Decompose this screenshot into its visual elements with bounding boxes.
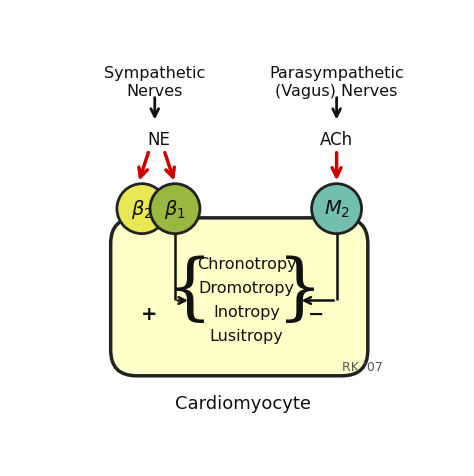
Circle shape (117, 184, 167, 234)
Text: $\beta_2$: $\beta_2$ (131, 198, 153, 221)
Text: +: + (141, 304, 157, 323)
FancyBboxPatch shape (110, 218, 368, 376)
Text: −: − (308, 304, 325, 323)
Circle shape (150, 184, 200, 234)
Text: Lusitropy: Lusitropy (210, 328, 283, 343)
Text: Cardiomyocyte: Cardiomyocyte (175, 395, 311, 413)
Text: $M_2$: $M_2$ (324, 198, 350, 220)
Text: Inotropy: Inotropy (213, 304, 280, 319)
Text: Parasympathetic
(Vagus) Nerves: Parasympathetic (Vagus) Nerves (269, 66, 404, 99)
Text: Sympathetic
Nerves: Sympathetic Nerves (104, 66, 205, 99)
Text: Dromotropy: Dromotropy (199, 280, 295, 296)
Text: $\beta_1$: $\beta_1$ (164, 198, 186, 221)
Text: Chronotropy: Chronotropy (197, 257, 296, 272)
Text: }: } (277, 255, 323, 325)
Text: NE: NE (147, 130, 170, 149)
Text: ACh: ACh (320, 130, 353, 149)
Text: RK ’07: RK ’07 (342, 360, 383, 373)
Circle shape (311, 184, 362, 234)
Text: {: { (167, 255, 213, 325)
